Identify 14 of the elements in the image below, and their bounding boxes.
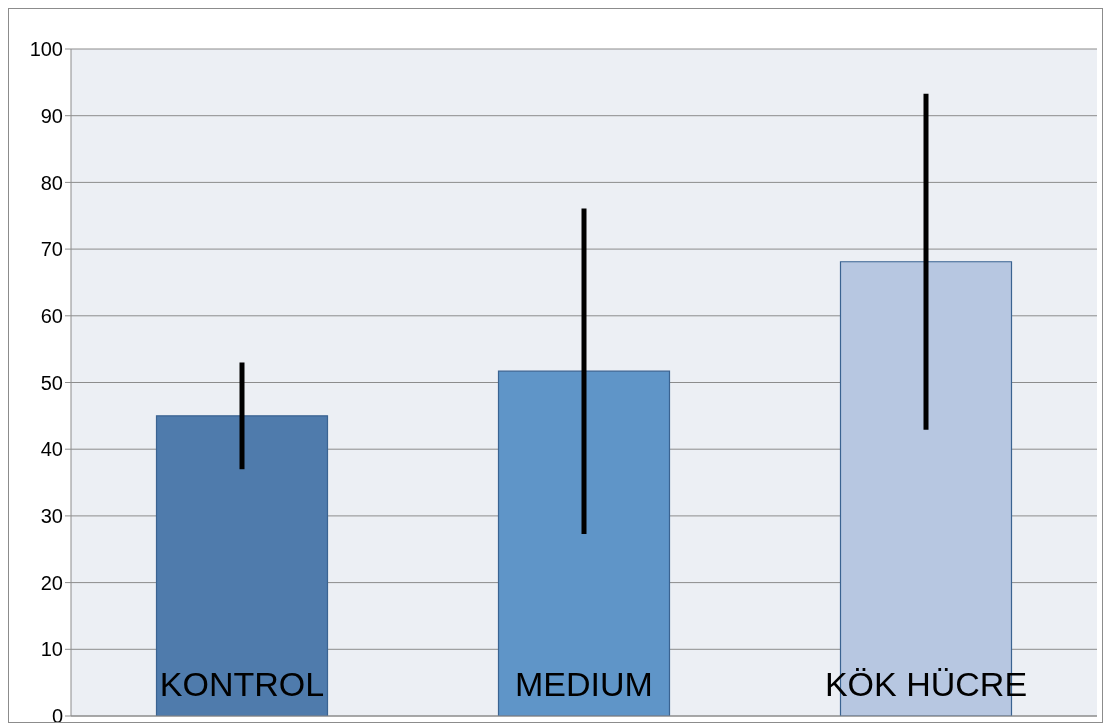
bar bbox=[155, 415, 329, 716]
y-tick-label: 100 bbox=[29, 38, 63, 61]
y-tick-label: 30 bbox=[40, 505, 63, 527]
y-tick-label: 50 bbox=[40, 371, 63, 394]
x-tick-label: KONTROL bbox=[159, 665, 325, 703]
y-tick-label: 90 bbox=[40, 104, 63, 127]
y-tick-label: 70 bbox=[40, 238, 63, 261]
y-tick-label: 80 bbox=[40, 171, 63, 194]
y-tick-label: 20 bbox=[40, 571, 63, 594]
y-tick-label: 10 bbox=[40, 638, 63, 661]
y-tick-label: 40 bbox=[40, 438, 63, 461]
bar bbox=[497, 370, 671, 716]
x-tick-label: MEDIUM bbox=[515, 665, 653, 703]
y-tick-label: 60 bbox=[40, 304, 63, 327]
